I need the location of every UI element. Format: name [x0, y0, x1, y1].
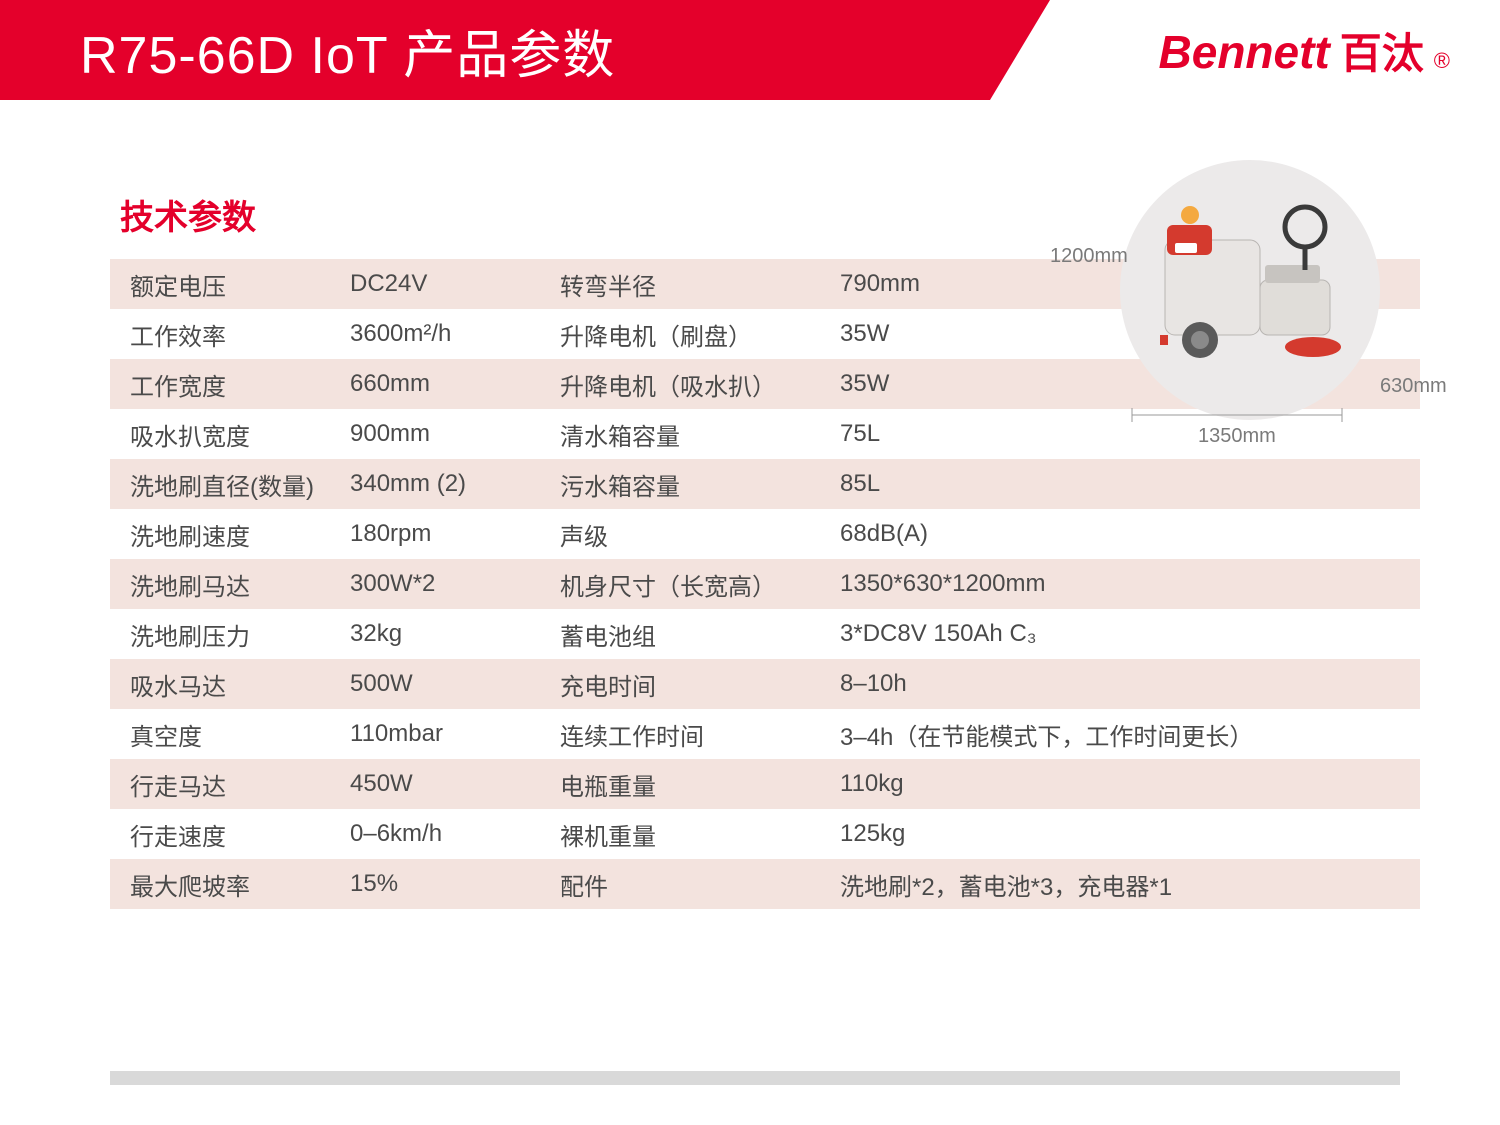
spec-label: 真空度 [110, 717, 340, 752]
spec-row: 行走速度0–6km/h裸机重量125kg [110, 809, 1420, 859]
spec-label: 最大爬坡率 [110, 867, 340, 902]
content: 技术参数 额定电压DC24V转弯半径790mm工作效率3600m²/h升降电机（… [0, 100, 1500, 909]
spec-value: 500W [340, 670, 550, 698]
spec-value: DC24V [340, 270, 550, 298]
spec-value: 300W*2 [340, 570, 550, 598]
spec-value: 3–4h（在节能模式下，工作时间更长） [830, 717, 1420, 752]
dim-width: 630mm [1380, 375, 1447, 398]
spec-label: 吸水马达 [110, 667, 340, 702]
spec-value: 340mm (2) [340, 470, 550, 498]
product-image: 1200mm 1350mm 630mm [1050, 130, 1430, 450]
header: R75-66D IoT 产品参数 Bennett 百汰 ® [0, 0, 1500, 100]
spec-value: 洗地刷*2，蓄电池*3，充电器*1 [830, 867, 1420, 902]
spec-value: 125kg [830, 820, 1420, 848]
page-title: R75-66D IoT 产品参数 [80, 13, 615, 88]
spec-label: 蓄电池组 [550, 617, 830, 652]
spec-value: 3600m²/h [340, 320, 550, 348]
spec-value: 15% [340, 870, 550, 898]
spec-row: 洗地刷马达300W*2机身尺寸（长宽高）1350*630*1200mm [110, 559, 1420, 609]
spec-label: 工作宽度 [110, 367, 340, 402]
brand-registered: ® [1434, 48, 1450, 74]
header-banner: R75-66D IoT 产品参数 [0, 0, 1050, 100]
brand-en: Bennett [1159, 25, 1330, 79]
spec-label: 行走马达 [110, 767, 340, 802]
spec-label: 污水箱容量 [550, 467, 830, 502]
spec-label: 吸水扒宽度 [110, 417, 340, 452]
spec-label: 洗地刷马达 [110, 567, 340, 602]
spec-label: 机身尺寸（长宽高） [550, 567, 830, 602]
spec-label: 充电时间 [550, 667, 830, 702]
spec-label: 配件 [550, 867, 830, 902]
spec-value: 110mbar [340, 720, 550, 748]
spec-label: 洗地刷压力 [110, 617, 340, 652]
spec-label: 声级 [550, 517, 830, 552]
spec-label: 电瓶重量 [550, 767, 830, 802]
spec-label: 工作效率 [110, 317, 340, 352]
spec-row: 洗地刷速度180rpm声级68dB(A) [110, 509, 1420, 559]
spec-label: 升降电机（刷盘） [550, 317, 830, 352]
brand-cn: 百汰 [1340, 20, 1424, 81]
spec-row: 洗地刷压力32kg蓄电池组3*DC8V 150Ah C₃ [110, 609, 1420, 659]
spec-value: 3*DC8V 150Ah C₃ [830, 620, 1420, 648]
dim-height: 1200mm [1050, 245, 1128, 268]
spec-label: 洗地刷速度 [110, 517, 340, 552]
spec-value: 0–6km/h [340, 820, 550, 848]
spec-value: 450W [340, 770, 550, 798]
spec-label: 行走速度 [110, 817, 340, 852]
spec-row: 真空度110mbar连续工作时间3–4h（在节能模式下，工作时间更长） [110, 709, 1420, 759]
spec-value: 68dB(A) [830, 520, 1420, 548]
spec-value: 660mm [340, 370, 550, 398]
spec-label: 额定电压 [110, 267, 340, 302]
spec-value: 180rpm [340, 520, 550, 548]
spec-row: 行走马达450W电瓶重量110kg [110, 759, 1420, 809]
spec-row: 吸水马达500W充电时间8–10h [110, 659, 1420, 709]
spec-label: 裸机重量 [550, 817, 830, 852]
spec-value: 1350*630*1200mm [830, 570, 1420, 598]
spec-label: 转弯半径 [550, 267, 830, 302]
spec-value: 900mm [340, 420, 550, 448]
spec-label: 清水箱容量 [550, 417, 830, 452]
spec-value: 32kg [340, 620, 550, 648]
spec-row: 洗地刷直径(数量)340mm (2)污水箱容量85L [110, 459, 1420, 509]
brand-logo: Bennett 百汰 ® [1159, 20, 1450, 81]
spec-label: 升降电机（吸水扒） [550, 367, 830, 402]
machine-illustration [1145, 185, 1355, 385]
bottom-bar [110, 1071, 1400, 1085]
spec-value: 110kg [830, 770, 1420, 798]
spec-value: 85L [830, 470, 1420, 498]
spec-row: 最大爬坡率15%配件洗地刷*2，蓄电池*3，充电器*1 [110, 859, 1420, 909]
spec-label: 连续工作时间 [550, 717, 830, 752]
spec-label: 洗地刷直径(数量) [110, 467, 340, 502]
spec-value: 8–10h [830, 670, 1420, 698]
dim-lines [1122, 390, 1362, 440]
